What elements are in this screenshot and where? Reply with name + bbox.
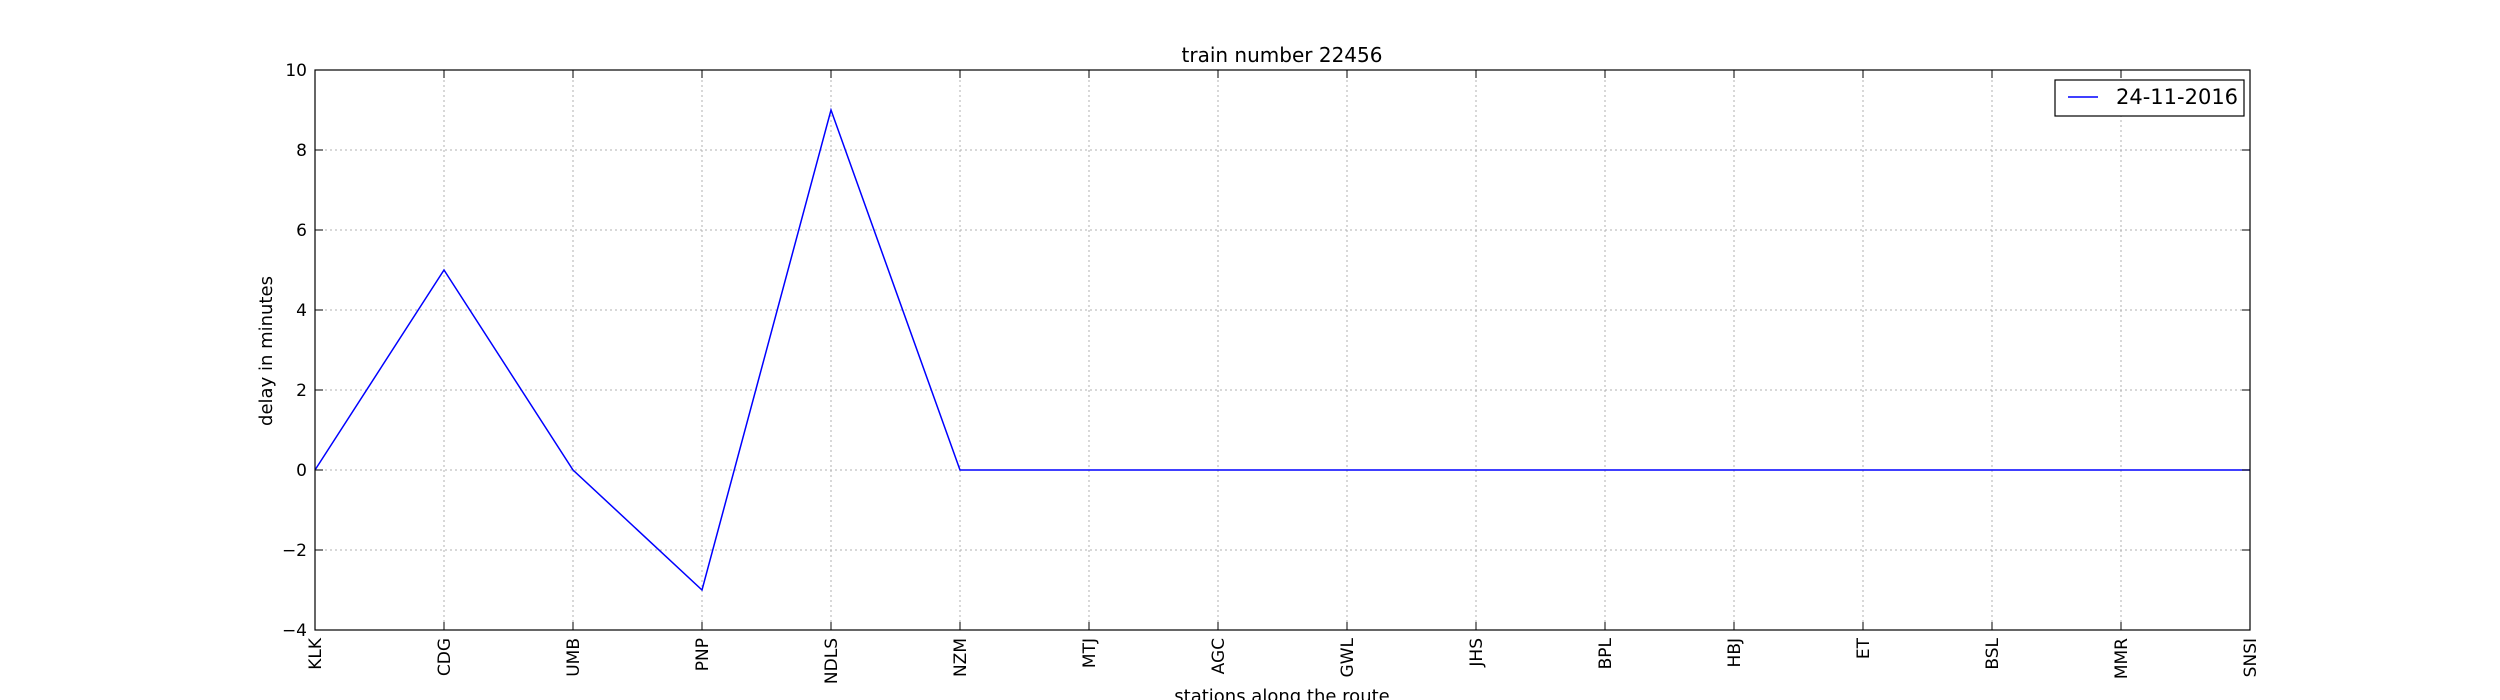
y-axis-label: delay in minutes xyxy=(256,276,277,426)
y-tick-label: −2 xyxy=(282,541,307,561)
x-tick-label: PNP xyxy=(693,638,713,671)
y-tick-label: 0 xyxy=(296,461,307,481)
plot-frame xyxy=(314,69,2251,631)
x-tick-label: GWL xyxy=(1338,637,1358,677)
x-tick-label: NDLS xyxy=(822,638,842,684)
series-line xyxy=(314,107,2250,592)
x-tick-label: MTJ xyxy=(1080,638,1100,668)
x-tick-label: NZM xyxy=(951,638,971,677)
x-axis-label: stations along the route xyxy=(1174,686,1389,700)
x-tick-labels: KLK CDG UMB PNP NDLS NZM MTJ AGC GWL JHS BPL HBJ ET B… xyxy=(306,637,2261,684)
y-tick-label: 2 xyxy=(296,381,307,401)
x-tick-label: ET xyxy=(1854,637,1874,659)
y-tick-label: 8 xyxy=(296,141,307,161)
y-tick-label: 6 xyxy=(296,221,307,241)
y-tick-label: 4 xyxy=(296,301,307,321)
x-tick-label: KLK xyxy=(306,637,326,670)
x-tick-label: JHS xyxy=(1467,638,1487,668)
tick-marks xyxy=(314,69,2251,631)
x-tick-label: AGC xyxy=(1209,638,1229,674)
x-tick-label: SNSI xyxy=(2241,638,2261,677)
y-tick-label: −4 xyxy=(282,621,307,641)
y-tick-label: 10 xyxy=(285,61,307,81)
grid-lines xyxy=(314,69,2251,631)
x-tick-label: HBJ xyxy=(1725,638,1745,667)
x-tick-label: UMB xyxy=(564,638,584,677)
legend-label: 24-11-2016 xyxy=(2116,85,2238,109)
series-layer xyxy=(314,107,2250,592)
y-tick-labels: −4 −2 0 2 4 6 8 10 xyxy=(282,61,307,641)
legend-box xyxy=(2054,79,2245,117)
x-tick-label: MMR xyxy=(2112,638,2132,679)
legend: 24-11-2016 xyxy=(2054,79,2245,117)
chart-title: train number 22456 xyxy=(1182,43,1383,67)
x-tick-label: BPL xyxy=(1596,637,1616,669)
x-tick-label: CDG xyxy=(435,638,455,676)
x-tick-label: BSL xyxy=(1983,637,2003,669)
